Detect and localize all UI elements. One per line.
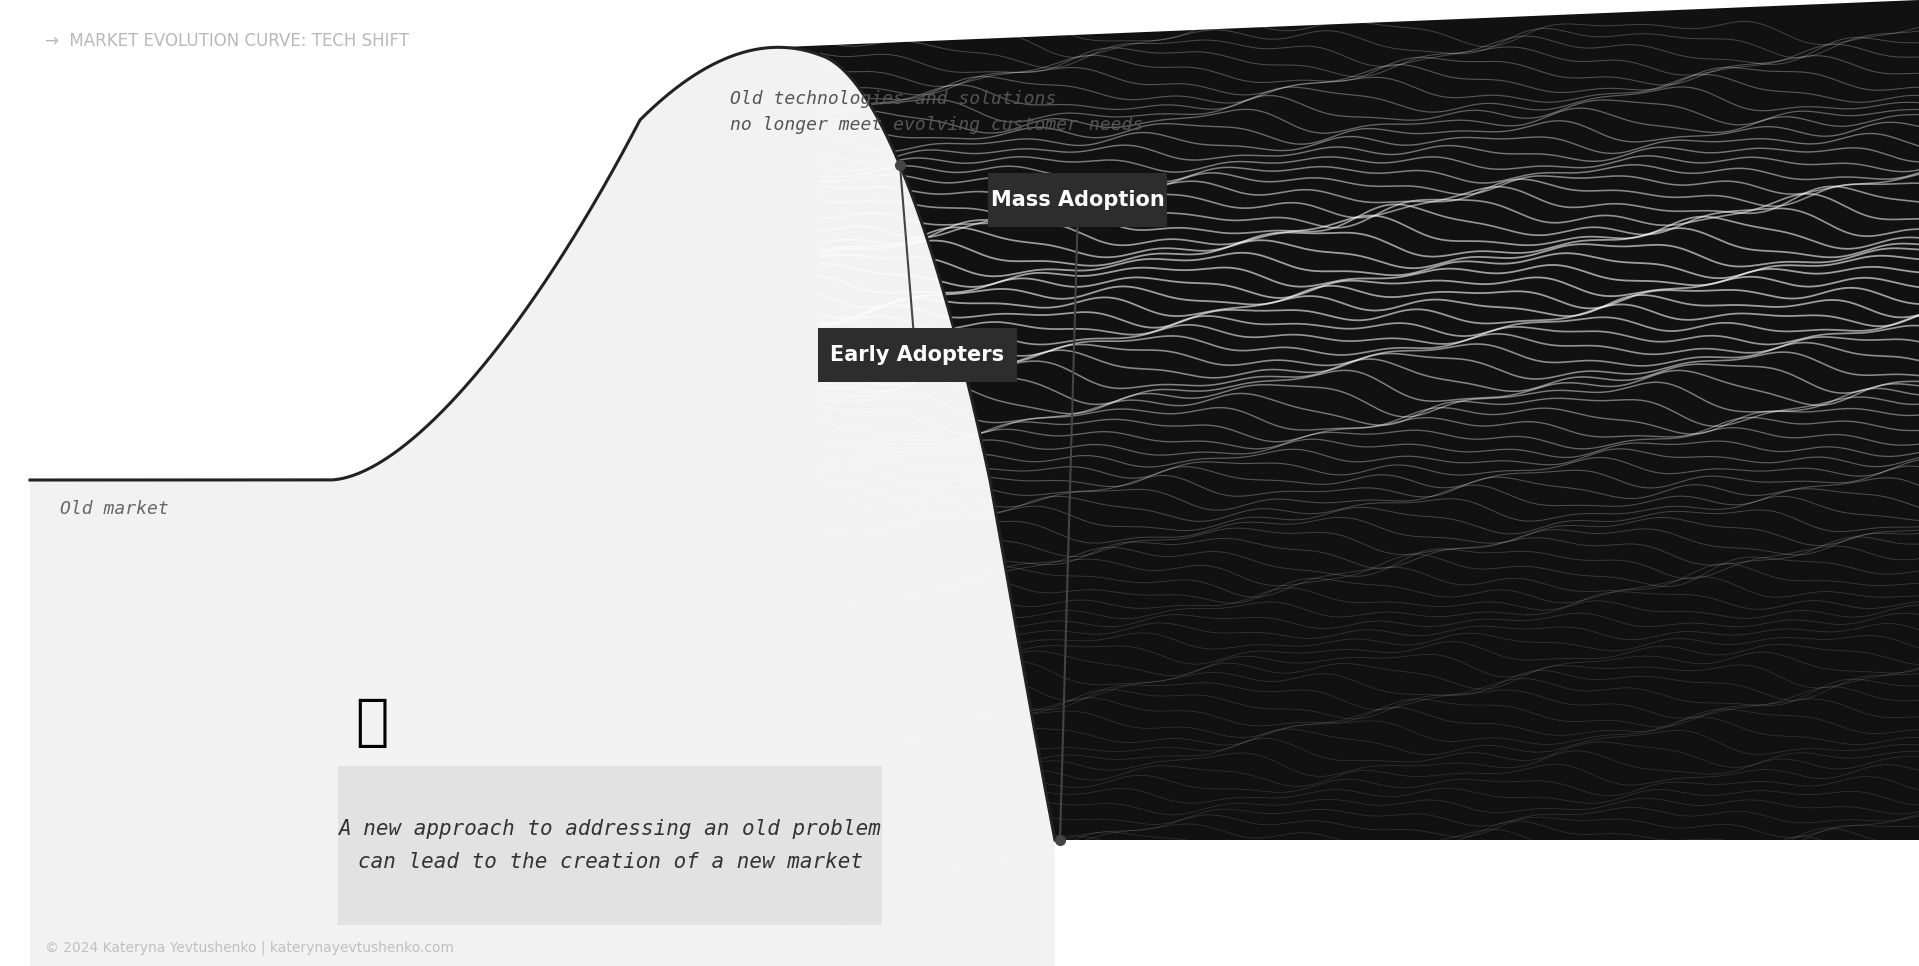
FancyBboxPatch shape bbox=[338, 766, 883, 925]
Text: 🚀: 🚀 bbox=[355, 696, 388, 750]
FancyBboxPatch shape bbox=[988, 173, 1167, 227]
Text: A new approach to addressing an old problem
can lead to the creation of a new ma: A new approach to addressing an old prob… bbox=[338, 819, 881, 872]
Text: Mass Adoption: Mass Adoption bbox=[990, 190, 1165, 210]
Text: →  MARKET EVOLUTION CURVE: TECH SHIFT: → MARKET EVOLUTION CURVE: TECH SHIFT bbox=[44, 32, 409, 50]
Polygon shape bbox=[773, 0, 1919, 840]
Text: Old technologies and solutions
no longer meet evolving customer needs: Old technologies and solutions no longer… bbox=[729, 90, 1144, 134]
Polygon shape bbox=[31, 47, 1055, 966]
Text: Old market: Old market bbox=[59, 500, 169, 518]
FancyBboxPatch shape bbox=[817, 328, 1017, 382]
Text: © 2024 Kateryna Yevtushenko | katerynayevtushenko.com: © 2024 Kateryna Yevtushenko | katerynaye… bbox=[44, 940, 455, 954]
Text: Early Adopters: Early Adopters bbox=[831, 345, 1004, 365]
